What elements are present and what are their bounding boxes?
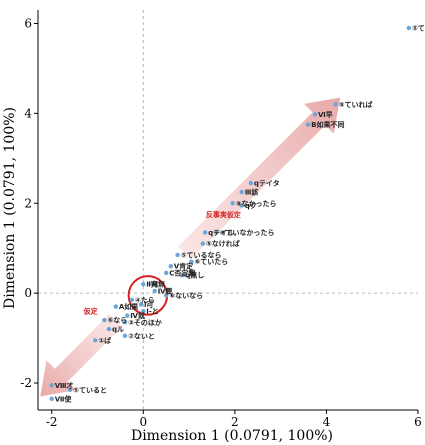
data-point bbox=[312, 112, 318, 117]
point-label: ③そのほか bbox=[128, 319, 162, 327]
data-point bbox=[141, 281, 146, 287]
trend-arrow bbox=[178, 97, 341, 260]
data-point bbox=[106, 326, 112, 332]
data-point bbox=[122, 333, 128, 339]
point-label: ⑥ないなら bbox=[169, 291, 203, 300]
data-point bbox=[122, 320, 128, 325]
point-label: qル bbox=[112, 326, 124, 334]
point-label: A如果 bbox=[119, 302, 138, 311]
point-label: Ⅱ寬 bbox=[146, 280, 158, 289]
point-label: C否定類 bbox=[169, 268, 196, 277]
point-label: ⑥ていたら bbox=[194, 257, 228, 266]
point-label: Ⅰ-と bbox=[146, 308, 159, 316]
y-tick-label: 6 bbox=[24, 16, 32, 30]
point-label: ⑤ているなら bbox=[181, 250, 222, 259]
x-tick-label: 4 bbox=[323, 415, 331, 429]
data-point bbox=[152, 288, 157, 294]
point-label: ②ないと bbox=[128, 331, 155, 340]
data-point bbox=[202, 230, 208, 235]
point-label: ⑦ていなかったら bbox=[220, 228, 275, 237]
data-point bbox=[67, 387, 73, 392]
point-label: Ⅰ無 bbox=[155, 280, 165, 289]
data-point bbox=[239, 203, 244, 208]
point-label: B如果不同 bbox=[311, 120, 344, 129]
y-tick-label: -2 bbox=[20, 376, 32, 390]
point-label: ⑤ていれば bbox=[339, 100, 373, 109]
x-tick-label: -2 bbox=[46, 415, 58, 429]
point-label: qク bbox=[245, 201, 257, 210]
data-point bbox=[129, 297, 135, 303]
point-label: Ⅴ肯定 bbox=[174, 262, 193, 271]
data-point bbox=[406, 25, 412, 31]
data-point bbox=[49, 396, 54, 401]
data-point bbox=[180, 272, 185, 278]
data-point bbox=[113, 304, 119, 309]
y-axis-title: Dimension 1 (0.0791, 100%) bbox=[2, 107, 18, 309]
data-point bbox=[214, 230, 219, 235]
point-label: ⑤なかったら bbox=[236, 199, 277, 208]
point-label: Ⅷ才 bbox=[55, 381, 74, 390]
y-tick-label: 4 bbox=[24, 106, 32, 120]
point-label: Ⅳ就 bbox=[130, 311, 145, 320]
data-point bbox=[189, 259, 194, 264]
point-label: Ⅲ該 bbox=[245, 188, 259, 197]
axes: -2 0 2 4 6 -2 0 2 4 6 bbox=[20, 10, 422, 429]
data-point bbox=[141, 308, 146, 314]
point-label: ⑥なら bbox=[107, 316, 127, 325]
reference-lines bbox=[38, 10, 418, 410]
point-label: Ⅳ要 bbox=[158, 286, 173, 295]
y-tick-label: 2 bbox=[24, 196, 32, 210]
data-point bbox=[333, 102, 338, 107]
point-label: qテイタ bbox=[254, 179, 280, 188]
point-label: ⅰ可 bbox=[144, 301, 153, 309]
data-point bbox=[93, 338, 98, 343]
data-point bbox=[49, 383, 54, 388]
data-points bbox=[49, 25, 412, 401]
data-point bbox=[305, 122, 311, 127]
trend-arrow-shape bbox=[40, 313, 123, 397]
data-point bbox=[168, 263, 173, 269]
x-tick-label: 6 bbox=[414, 415, 422, 429]
x-tick-label: 0 bbox=[139, 415, 147, 429]
point-label: 仮定 bbox=[83, 307, 98, 316]
point-label: qテイル bbox=[208, 229, 234, 237]
data-point bbox=[248, 180, 254, 186]
trend-arrows bbox=[40, 97, 341, 397]
point-label: ④たら bbox=[135, 295, 155, 304]
data-point bbox=[200, 241, 206, 246]
data-point bbox=[125, 313, 130, 318]
data-point bbox=[163, 293, 169, 298]
point-label: ⑤なければ bbox=[206, 239, 240, 248]
point-label: Ⅶ使 bbox=[55, 394, 73, 403]
point-label: ①ば bbox=[98, 336, 111, 345]
data-point bbox=[230, 201, 235, 206]
point-label: ⑤ていると bbox=[73, 386, 107, 394]
point-label: 反事実仮定 bbox=[206, 210, 241, 219]
data-point bbox=[175, 252, 180, 258]
data-point bbox=[239, 189, 244, 195]
data-point bbox=[163, 270, 169, 276]
point-label: ⑤ていなければ bbox=[412, 23, 425, 32]
data-point bbox=[102, 317, 107, 323]
point-label: Ⅵ早 bbox=[318, 110, 333, 119]
trend-arrow bbox=[40, 313, 123, 397]
data-point bbox=[150, 281, 155, 287]
data-point bbox=[138, 302, 144, 307]
x-tick-label: 2 bbox=[231, 415, 239, 429]
x-axis-title: Dimension 1 (0.0791, 100%) bbox=[131, 428, 333, 444]
point-label: q無し bbox=[185, 271, 204, 280]
trend-arrow-shape bbox=[178, 97, 341, 260]
y-tick-label: 0 bbox=[24, 286, 32, 300]
